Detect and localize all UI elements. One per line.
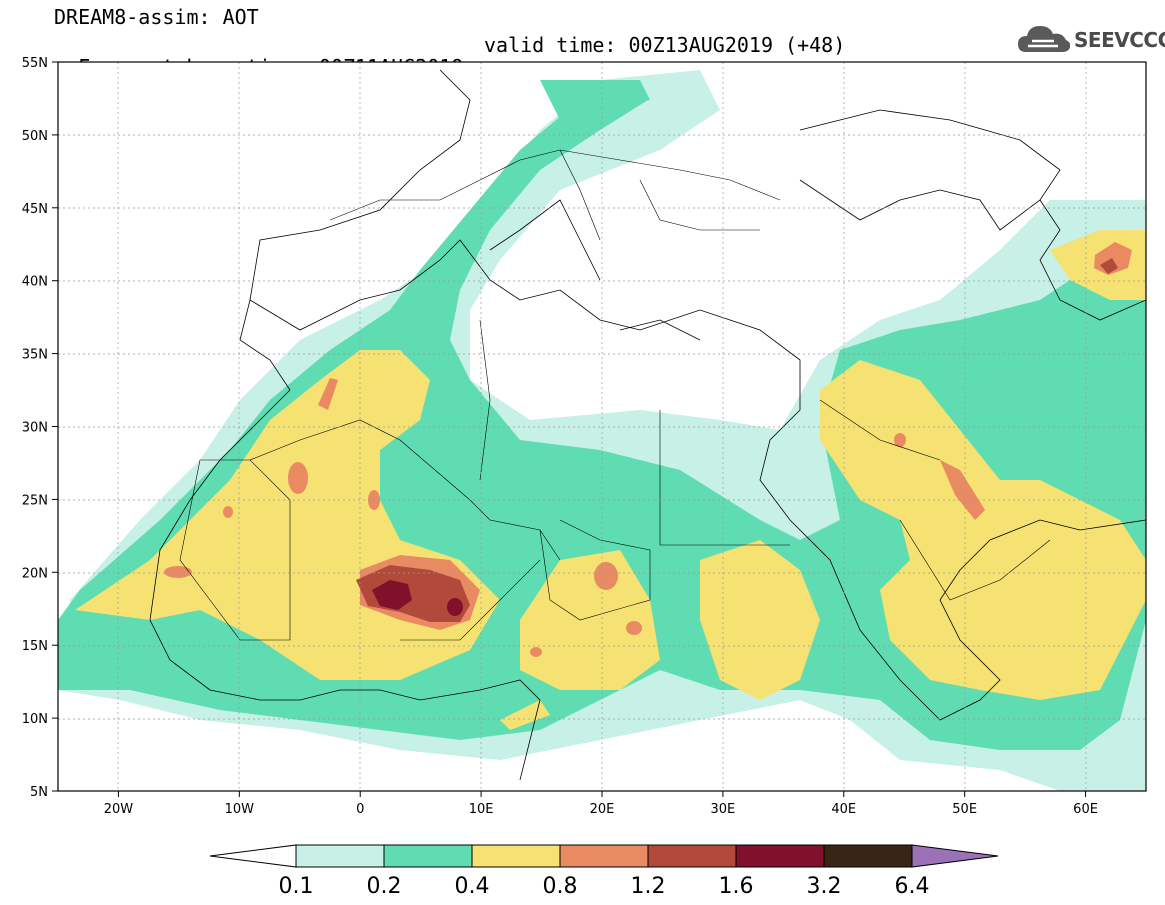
colorbar-label: 1.6 xyxy=(719,874,754,899)
longitude-labels: 20W 10W 0 10E 20E 30E 40E 50E 60E xyxy=(104,791,1098,817)
lat-label-45N: 45N xyxy=(22,202,48,217)
lat-label-35N: 35N xyxy=(22,348,48,363)
logo-text: SEEVCCC xyxy=(1074,28,1165,52)
aot-level-1.2-1.6 xyxy=(356,258,1118,622)
colorbar: 0.1 0.2 0.4 0.8 1.2 1.6 3.2 6.4 xyxy=(209,844,999,899)
colorbar-label: 3.2 xyxy=(807,874,842,899)
map-title: DREAM8-assim: AOT xyxy=(54,5,259,29)
lon-label-10W: 10W xyxy=(225,802,255,817)
colorbar-box xyxy=(647,844,737,868)
lat-label-15N: 15N xyxy=(22,639,48,654)
lon-label-50E: 50E xyxy=(952,802,977,817)
valid-time: valid time: 00Z13AUG2019 (+48) xyxy=(484,33,846,57)
lon-label-10E: 10E xyxy=(469,802,494,817)
coastlines xyxy=(149,69,1146,781)
colorbar-high-arrow xyxy=(911,844,999,868)
colorbar-box xyxy=(823,844,913,868)
latitude-labels: 55N 50N 45N 40N 35N 30N 25N 20N 15N 10N 5N xyxy=(22,56,58,800)
lon-label-60E: 60E xyxy=(1073,802,1098,817)
colorbar-box xyxy=(735,844,825,868)
colorbar-box xyxy=(383,844,473,868)
seevccc-logo: SEEVCCC xyxy=(1016,22,1165,56)
aot-level-1.6-3.2 xyxy=(372,580,463,616)
colorbar-label: 0.2 xyxy=(367,874,402,899)
lat-label-30N: 30N xyxy=(22,421,48,436)
cloud-icon xyxy=(1018,26,1071,52)
colorbar-box xyxy=(295,844,385,868)
lon-label-40E: 40E xyxy=(831,802,856,817)
graticule xyxy=(58,62,1146,791)
country-borders xyxy=(179,149,1051,641)
lon-label-20W: 20W xyxy=(104,802,134,817)
colorbar-box xyxy=(559,844,649,868)
lat-label-40N: 40N xyxy=(22,275,48,290)
lat-label-55N: 55N xyxy=(22,56,48,71)
colorbar-label: 0.4 xyxy=(455,874,490,899)
colorbar-label: 0.8 xyxy=(543,874,578,899)
colorbar-low-arrow xyxy=(209,844,297,868)
colorbar-label: 1.2 xyxy=(631,874,666,899)
lat-label-25N: 25N xyxy=(22,493,48,508)
lat-label-50N: 50N xyxy=(22,129,48,144)
lon-label-20E: 20E xyxy=(590,802,615,817)
colorbar-label: 6.4 xyxy=(895,874,930,899)
lon-label-30E: 30E xyxy=(711,802,736,817)
lat-label-5N: 5N xyxy=(30,785,48,800)
colorbar-label: 0.1 xyxy=(279,874,314,899)
lat-label-10N: 10N xyxy=(22,712,48,727)
lon-label-0: 0 xyxy=(356,802,364,817)
colorbar-box xyxy=(471,844,561,868)
lat-label-20N: 20N xyxy=(22,566,48,581)
aot-contour-fields xyxy=(58,62,1146,791)
